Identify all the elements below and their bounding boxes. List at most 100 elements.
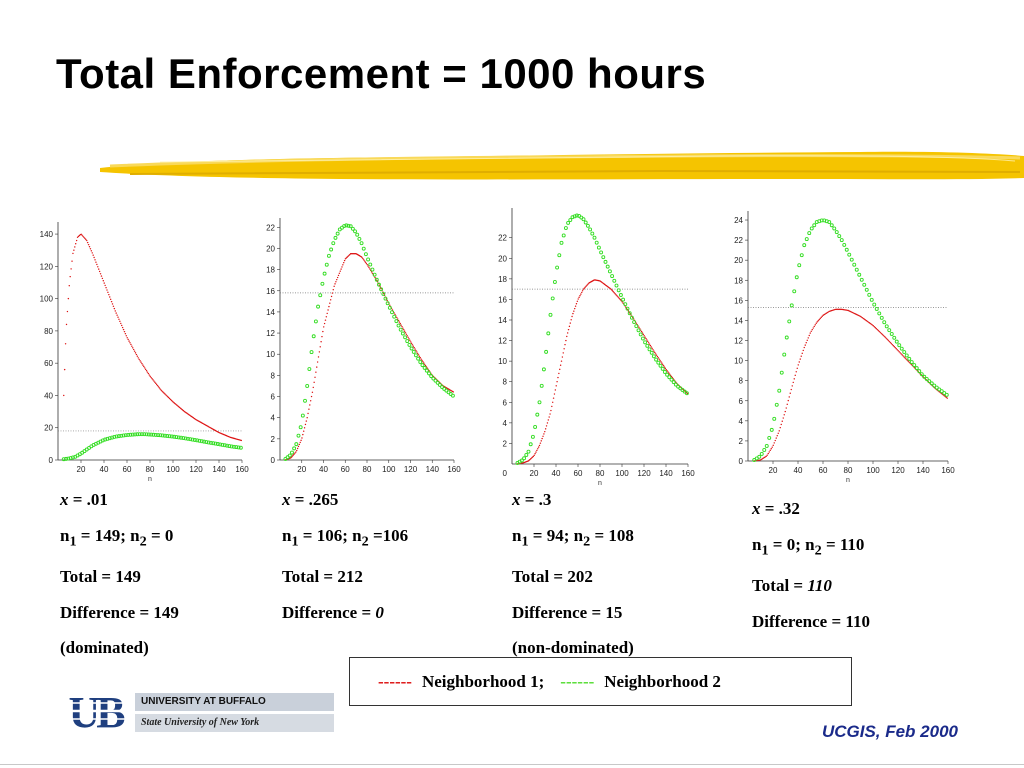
- series-1-point: [362, 257, 364, 260]
- series-2-point: [188, 437, 193, 442]
- x-tick-label: 20: [769, 466, 778, 475]
- series-1-point: [126, 337, 128, 339]
- series-1-point: [324, 319, 327, 321]
- y-tick-label: 0: [739, 457, 744, 466]
- series-1-point: [888, 340, 890, 343]
- legend-box: ------ Neighborhood 1; ------ Neighborho…: [349, 657, 852, 706]
- y-tick-label: 18: [266, 266, 275, 275]
- series-2-point: [852, 262, 857, 267]
- series-1-point: [530, 457, 533, 459]
- series-1-point: [404, 332, 407, 334]
- series-2-point: [290, 450, 294, 455]
- ub-logo-icon: UB: [56, 689, 134, 733]
- series-1-point: [560, 360, 563, 362]
- series-1-point: [581, 291, 583, 294]
- series-1-point: [611, 290, 614, 292]
- series-1-point: [943, 395, 945, 397]
- series-1-point: [788, 396, 790, 398]
- series-1-point: [424, 364, 427, 367]
- series-1-point: [537, 446, 540, 448]
- series-1-point: [552, 401, 554, 403]
- caption-difference: Difference = 149: [60, 602, 179, 622]
- series-2-point: [158, 433, 163, 438]
- y-tick-label: 80: [44, 327, 53, 336]
- y-tick-label: 2: [503, 439, 508, 448]
- series-1-point: [108, 293, 110, 296]
- series-1-point: [563, 348, 565, 350]
- series-2-point: [799, 253, 804, 258]
- series-1-point: [613, 292, 615, 294]
- series-2-point: [596, 245, 601, 250]
- series-1-point: [644, 336, 646, 338]
- series-1-point: [389, 304, 391, 307]
- series-1-point: [364, 261, 367, 263]
- university-name: UNIVERSITY AT BUFFALO: [135, 693, 334, 711]
- x-tick-label: 100: [866, 466, 880, 475]
- series-1-point: [363, 259, 365, 261]
- series-2-point: [128, 432, 133, 437]
- series-1-point: [789, 392, 791, 394]
- series-2-point: [932, 383, 937, 388]
- yellow-brush-stroke: [100, 151, 1024, 180]
- series-1-point: [162, 391, 164, 393]
- series-1-point: [824, 313, 826, 315]
- series-1-point: [796, 367, 798, 369]
- y-tick-label: 4: [503, 419, 508, 428]
- series-2-point: [621, 297, 626, 302]
- series-1-point: [110, 300, 113, 303]
- y-tick-label: 24: [734, 216, 743, 225]
- series-1-point: [74, 246, 76, 248]
- series-1-point: [399, 322, 401, 325]
- x-tick-label: 80: [844, 466, 853, 475]
- series-1-point: [149, 375, 151, 378]
- series-2-point: [539, 383, 544, 388]
- series-1-point: [151, 377, 153, 380]
- series-2-point: [912, 363, 917, 368]
- series-2-point: [385, 301, 390, 306]
- series-1-point: [615, 294, 617, 296]
- series-2-point: [839, 238, 844, 243]
- series-2-point: [857, 272, 862, 277]
- series-1-point: [380, 287, 382, 290]
- series-1-point: [116, 314, 118, 316]
- series-1-point: [322, 330, 324, 333]
- series-1-point: [834, 308, 836, 311]
- series-1-point: [165, 394, 167, 396]
- series-1-point: [130, 343, 132, 346]
- series-neighborhood-2: [752, 218, 949, 462]
- x-axis-label: n: [846, 477, 850, 484]
- caption-1: x = .01 n1 = 149; n2 = 0 Total = 149 Dif…: [60, 482, 179, 666]
- series-2-point: [142, 432, 147, 437]
- series-1-point: [348, 254, 350, 257]
- series-1-point: [839, 308, 841, 311]
- series-2-point: [942, 391, 947, 395]
- series-1-point: [396, 318, 399, 320]
- series-2-point: [387, 305, 392, 310]
- series-2-point: [819, 218, 824, 223]
- series-2-point: [585, 223, 590, 228]
- series-2-point: [324, 262, 329, 267]
- x-tick-label: 80: [146, 465, 155, 474]
- series-1-point: [795, 371, 797, 373]
- series-2-point: [137, 432, 142, 437]
- bottom-divider: [0, 764, 1024, 765]
- series-1-point: [396, 316, 398, 319]
- series-1-point: [806, 339, 808, 342]
- series-1-point: [798, 361, 800, 363]
- series-2-point: [366, 257, 371, 262]
- series-2-point: [884, 324, 889, 329]
- series-1-point: [347, 255, 349, 257]
- series-1-point: [861, 316, 863, 319]
- series-1-point: [769, 449, 771, 452]
- series-2-point: [629, 315, 634, 320]
- series-2-point: [190, 437, 195, 442]
- series-1-point: [533, 454, 535, 457]
- caption-n-line: n1 = 0; n2 = 110: [752, 534, 865, 558]
- series-2-point: [794, 275, 799, 280]
- series-1-point: [121, 326, 124, 329]
- series-1-point: [367, 265, 369, 267]
- series-1-point: [114, 310, 116, 312]
- series-1-point: [544, 430, 546, 433]
- series-1-point: [70, 268, 72, 270]
- series-1-point: [71, 260, 73, 262]
